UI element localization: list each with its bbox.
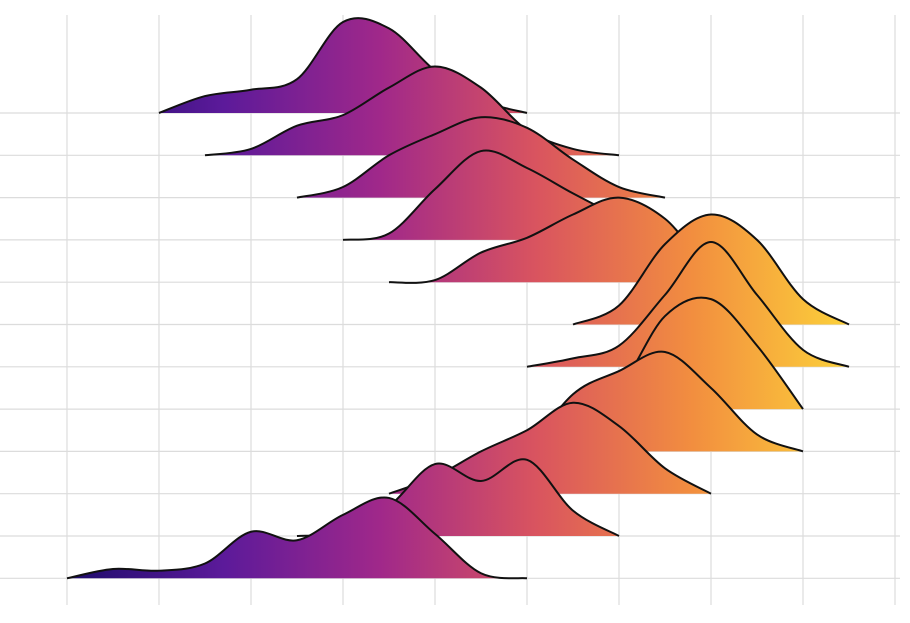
- ridge-line: [526, 350, 804, 453]
- ridge: [66, 496, 528, 580]
- ridge-area: [66, 497, 527, 579]
- ridge-line: [526, 241, 850, 368]
- ridge-line: [572, 213, 850, 326]
- ridge-line: [66, 496, 528, 580]
- ridge-area: [388, 402, 711, 494]
- ridge-line: [296, 116, 666, 199]
